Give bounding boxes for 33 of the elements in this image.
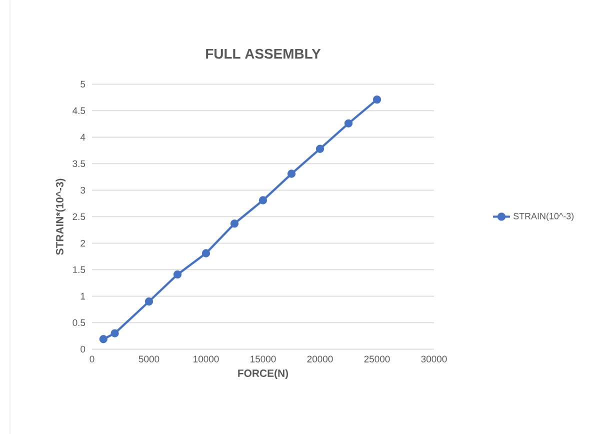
y-tick-label: 3.5: [72, 160, 86, 167]
point: [372, 95, 382, 104]
point: [316, 144, 324, 153]
point: [202, 248, 210, 258]
point: [258, 196, 268, 204]
point: [173, 270, 182, 278]
y-tick-label: 5: [80, 80, 86, 88]
x-tick-label: 20000: [307, 356, 333, 362]
y-tick-label: 3: [80, 186, 86, 194]
x-tick-label: 25000: [364, 356, 390, 362]
chart-title: FULL ASSEMBLY: [206, 48, 321, 59]
y-tick-label: 2.5: [72, 213, 86, 220]
y-tick-label: 1.5: [73, 266, 86, 273]
legend-label: STRAIN(10^-3): [514, 212, 574, 221]
x-axis-title: FORCE(N): [238, 369, 288, 379]
y-tick-label: 4: [80, 134, 86, 140]
point: [144, 297, 154, 306]
x-tick-label: 10000: [194, 356, 219, 362]
x-tick-label: 0: [90, 356, 94, 362]
y-tick-label: 4.5: [72, 107, 86, 114]
y-tick-label: 2: [80, 240, 86, 246]
point: [344, 119, 353, 128]
y-tick-label: 0.5: [72, 319, 86, 326]
y-tick-label: 1: [80, 292, 86, 300]
y-tick-label: 0: [80, 346, 86, 352]
x-tick-label: 30000: [421, 356, 447, 362]
point: [99, 334, 108, 344]
point: [110, 329, 119, 338]
point: [287, 169, 296, 178]
x-tick-label: 5000: [138, 356, 160, 362]
point: [230, 219, 239, 228]
x-tick-label: 15000: [250, 356, 276, 362]
y-axis-title: STRAIN*(10^-3): [56, 178, 66, 255]
